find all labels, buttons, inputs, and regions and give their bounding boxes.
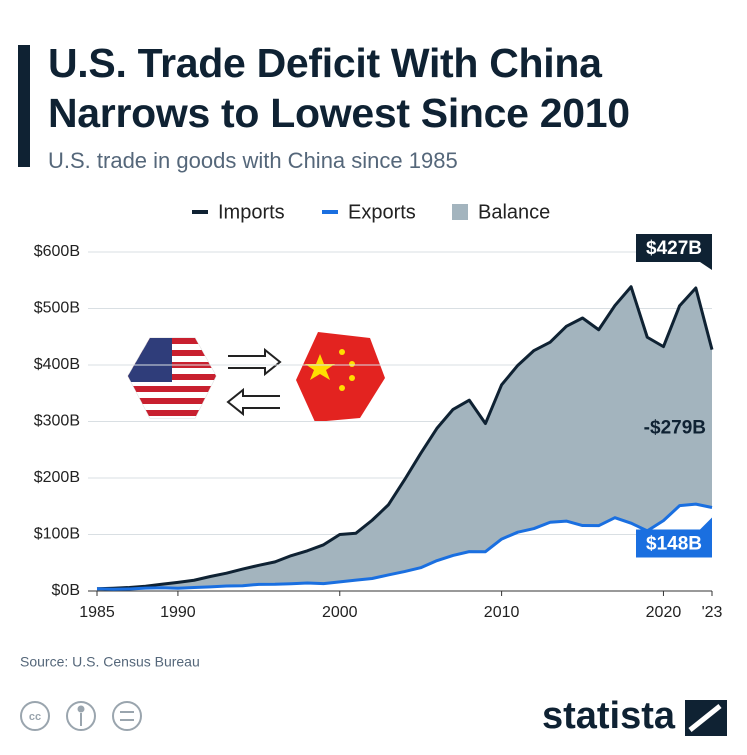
y-tick-label: $200B bbox=[34, 469, 80, 486]
value-label-pointer bbox=[700, 262, 712, 270]
y-tick-label: $300B bbox=[34, 413, 80, 430]
chart-title: U.S. Trade Deficit With China Narrows to… bbox=[48, 40, 630, 136]
series-line bbox=[96, 502, 713, 591]
x-tick-label: 1985 bbox=[79, 604, 115, 621]
legend-label: Imports bbox=[218, 201, 285, 223]
value-label-box bbox=[636, 234, 712, 262]
chart-subtitle: U.S. trade in goods with China since 198… bbox=[48, 148, 458, 173]
value-label: $427B bbox=[646, 238, 702, 259]
series-line bbox=[96, 285, 714, 591]
legend-label: Exports bbox=[348, 201, 416, 223]
x-tick-label: 2000 bbox=[322, 604, 358, 621]
x-tick-label: 1990 bbox=[160, 604, 196, 621]
legend-swatch bbox=[452, 204, 468, 220]
title-bar bbox=[18, 45, 30, 167]
value-label-pointer bbox=[700, 517, 712, 530]
y-tick-label: $500B bbox=[34, 300, 80, 317]
license-icons bbox=[20, 701, 142, 731]
value-label: $148B bbox=[646, 534, 702, 555]
value-label: -$279B bbox=[644, 418, 706, 439]
y-tick-label: $0B bbox=[52, 582, 80, 599]
source: Source: U.S. Census Bureau bbox=[20, 654, 200, 670]
y-tick-label: $100B bbox=[34, 526, 80, 543]
x-tick-label: '23 bbox=[702, 604, 723, 621]
cc-icon: cc bbox=[29, 711, 41, 723]
brand-mark bbox=[685, 700, 727, 736]
brand-logo: statista bbox=[542, 695, 676, 737]
direction-arrows bbox=[226, 347, 282, 417]
x-tick-label: 2010 bbox=[484, 604, 520, 621]
legend-label: Balance bbox=[478, 201, 550, 223]
y-tick-label: $600B bbox=[34, 243, 80, 260]
x-tick-label: 2020 bbox=[646, 604, 682, 621]
china-flag bbox=[296, 332, 385, 422]
value-label-box bbox=[636, 529, 712, 558]
us-flag bbox=[127, 337, 217, 419]
y-tick-label: $400B bbox=[34, 356, 80, 373]
balance-area bbox=[97, 286, 712, 590]
